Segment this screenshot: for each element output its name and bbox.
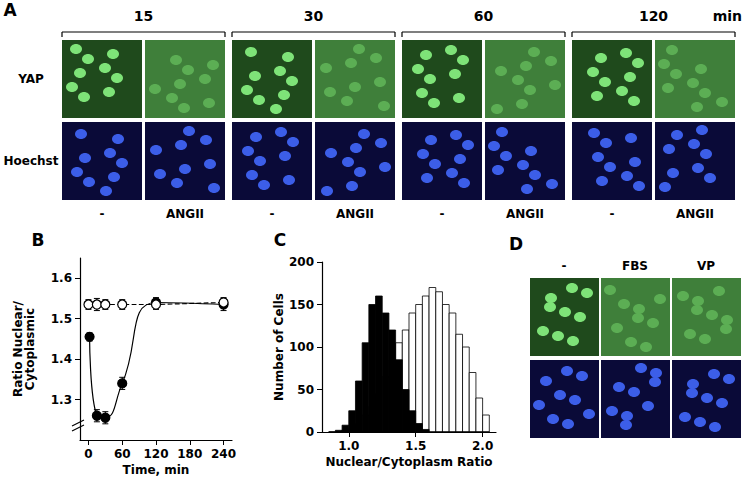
svg-text:0: 0: [84, 447, 92, 461]
svg-text:1.5: 1.5: [51, 312, 72, 326]
svg-text:2.0: 2.0: [472, 439, 493, 453]
svg-text:1.4: 1.4: [51, 352, 72, 366]
svg-text:-: -: [562, 259, 567, 273]
svg-text:30: 30: [304, 8, 324, 24]
svg-text:ANGII: ANGII: [336, 207, 374, 221]
svg-text:0: 0: [306, 425, 314, 439]
svg-text:Hoechst: Hoechst: [4, 154, 59, 168]
svg-text:1.0: 1.0: [338, 439, 359, 453]
svg-text:1.5: 1.5: [405, 439, 426, 453]
svg-text:-: -: [610, 207, 615, 221]
svg-text:Time, min: Time, min: [123, 463, 190, 477]
svg-text:Number of Cells: Number of Cells: [272, 293, 286, 401]
svg-text:YAP: YAP: [17, 72, 44, 86]
svg-text:120: 120: [639, 8, 668, 24]
svg-text:B: B: [32, 230, 45, 250]
svg-text:120: 120: [143, 447, 168, 461]
svg-text:-: -: [440, 207, 445, 221]
svg-text:C: C: [274, 230, 286, 250]
svg-text:-: -: [100, 207, 105, 221]
svg-text:FBS: FBS: [622, 259, 648, 273]
svg-text:Nuclear/Cytoplasm Ratio: Nuclear/Cytoplasm Ratio: [325, 455, 492, 469]
svg-text:min: min: [713, 8, 742, 24]
svg-text:50: 50: [297, 383, 314, 397]
svg-text:150: 150: [289, 298, 314, 312]
svg-text:60: 60: [474, 8, 494, 24]
svg-text:100: 100: [289, 340, 314, 354]
svg-text:1.6: 1.6: [51, 271, 72, 285]
svg-text:15: 15: [134, 8, 153, 24]
svg-text:240: 240: [211, 447, 236, 461]
svg-text:ANGII: ANGII: [676, 207, 714, 221]
svg-text:Cytoplasmic: Cytoplasmic: [23, 308, 37, 390]
svg-text:-: -: [270, 207, 275, 221]
svg-text:VP: VP: [697, 259, 715, 273]
svg-text:180: 180: [177, 447, 202, 461]
svg-text:Ratio Nuclear/: Ratio Nuclear/: [11, 301, 25, 397]
svg-text:60: 60: [114, 447, 131, 461]
svg-text:200: 200: [289, 255, 314, 269]
svg-text:ANGII: ANGII: [166, 207, 204, 221]
svg-text:ANGII: ANGII: [506, 207, 544, 221]
svg-text:1.3: 1.3: [51, 393, 72, 407]
svg-text:A: A: [3, 0, 17, 20]
svg-text:D: D: [509, 234, 523, 254]
